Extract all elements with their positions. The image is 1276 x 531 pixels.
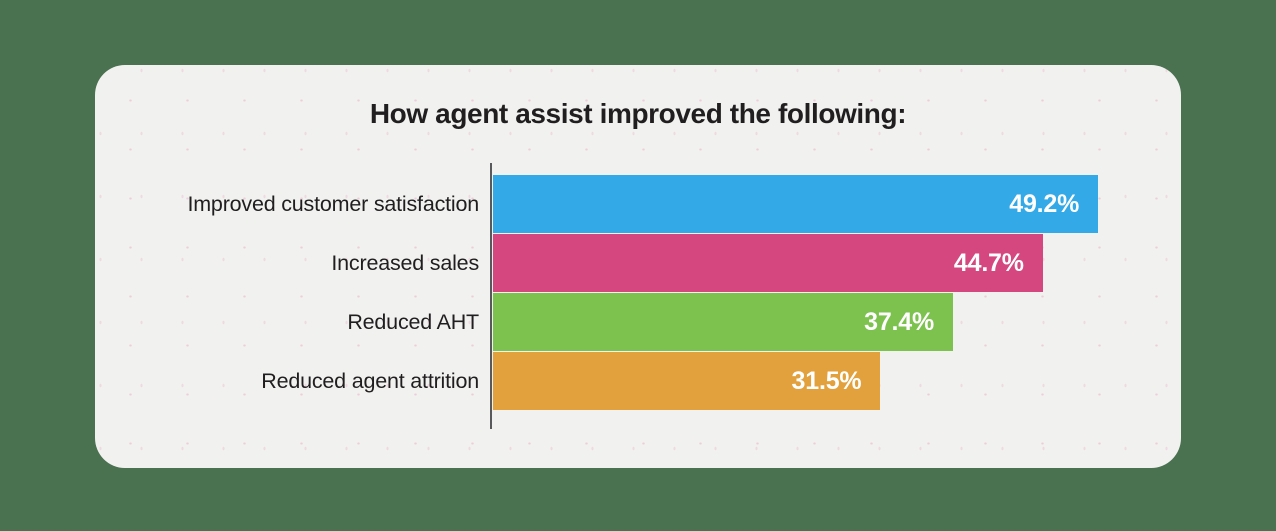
- y-axis-line: [490, 163, 492, 429]
- bar-row: Reduced agent attrition 31.5%: [95, 352, 1181, 410]
- bar-increased-sales: 44.7%: [493, 234, 1043, 292]
- value-label-reduced-aht: 37.4%: [864, 307, 935, 336]
- bar-reduced-agent-attrition: 31.5%: [493, 352, 881, 410]
- category-label-reduced-aht: Reduced AHT: [347, 309, 479, 334]
- value-label-reduced-agent-attrition: 31.5%: [791, 366, 862, 395]
- bar-reduced-aht: 37.4%: [493, 293, 954, 351]
- bar-row: Reduced AHT 37.4%: [95, 293, 1181, 351]
- chart-title: How agent assist improved the following:: [369, 98, 907, 129]
- bar-improved-customer-satisfaction: 49.2%: [493, 175, 1099, 233]
- bar-chart: Improved customer satisfaction 49.2% Inc…: [95, 163, 1181, 429]
- category-label-improved-customer-satisfaction: Improved customer satisfaction: [187, 191, 479, 216]
- chart-card: How agent assist improved the following:…: [95, 65, 1181, 468]
- bar-row: Improved customer satisfaction 49.2%: [95, 175, 1181, 233]
- value-label-improved-customer-satisfaction: 49.2%: [1009, 189, 1080, 218]
- category-label-reduced-agent-attrition: Reduced agent attrition: [261, 368, 479, 393]
- value-label-increased-sales: 44.7%: [953, 248, 1024, 277]
- category-label-increased-sales: Increased sales: [331, 250, 479, 275]
- bar-row: Increased sales 44.7%: [95, 234, 1181, 292]
